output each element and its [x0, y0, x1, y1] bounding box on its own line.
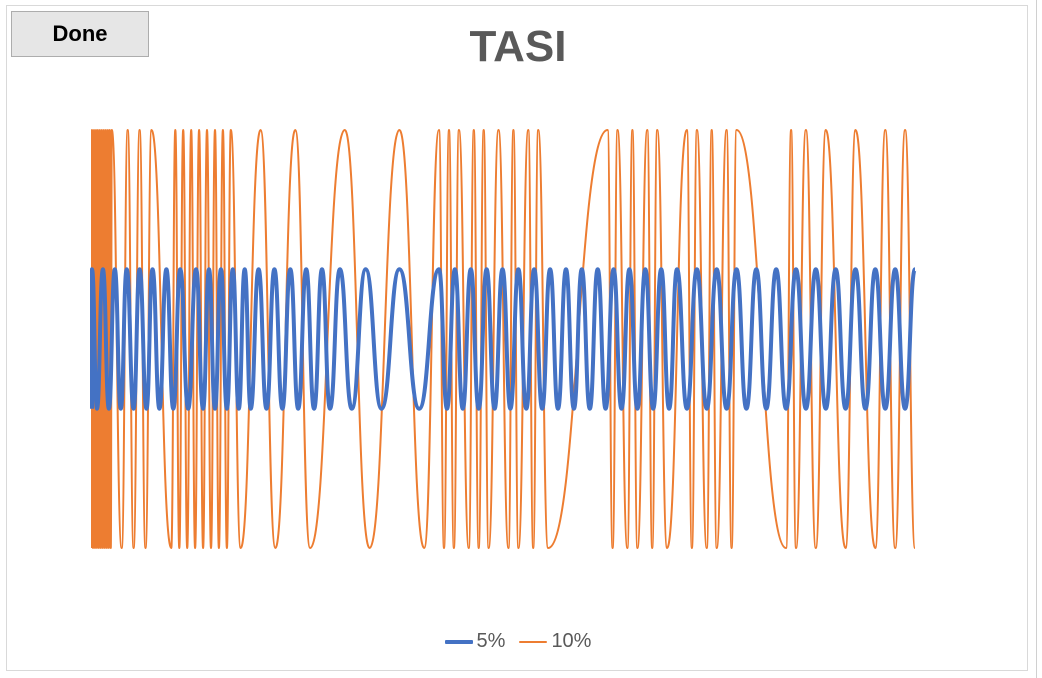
chart-legend: 5% 10% — [0, 630, 1036, 653]
chart-title: TASI — [469, 22, 567, 71]
legend-label-10pct: 10% — [551, 630, 592, 652]
legend-label-5pct: 5% — [476, 630, 506, 652]
chart-plot-area — [89, 129, 917, 549]
legend-swatch-10pct — [519, 640, 548, 643]
series-line-10pct — [90, 129, 916, 549]
legend-swatch-5pct — [444, 639, 473, 644]
done-button[interactable]: Done — [11, 11, 149, 57]
legend-item-5pct: 5% — [444, 630, 506, 653]
legend-item-10pct: 10% — [519, 630, 591, 653]
window-edge — [1036, 0, 1042, 678]
series-line-5pct — [89, 267, 917, 411]
